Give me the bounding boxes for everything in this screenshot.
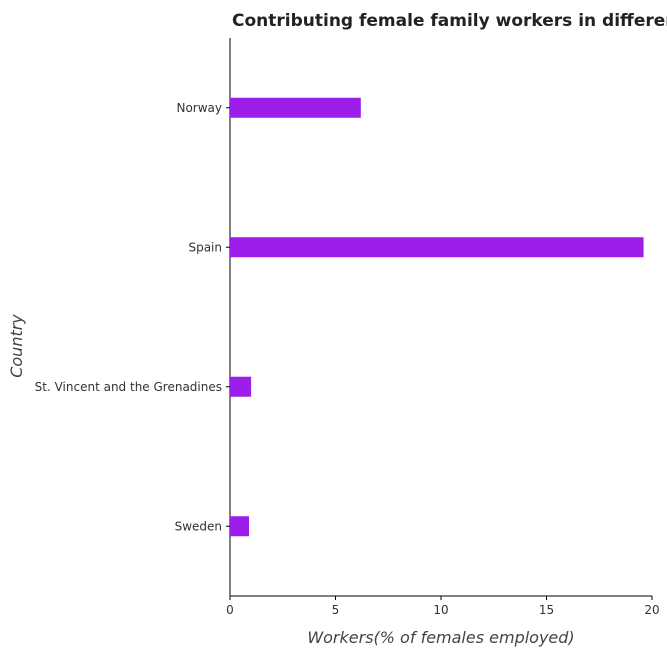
chart-title: Contributing female family workers in di… (232, 11, 667, 31)
y-ticks: Norway Spain St. Vincent and the Grenadine… (35, 101, 230, 533)
y-tick-label: St. Vincent and the Grenadines (35, 380, 222, 394)
bar-sweden (230, 516, 249, 537)
bar-st-vincent-and-the-grenadines (230, 376, 252, 397)
x-tick-label: 10 (433, 603, 448, 617)
y-axis-label: Country (7, 314, 26, 378)
y-tick-label: Spain (188, 240, 222, 254)
x-tick-label: 5 (332, 603, 340, 617)
x-tick-label: 0 (226, 603, 234, 617)
bar-norway (230, 97, 361, 118)
y-tick-label: Sweden (175, 519, 222, 533)
bars (230, 97, 644, 537)
bar-spain (230, 237, 644, 258)
x-axis-label: Workers(% of females employed) (307, 628, 574, 647)
x-tick-label: 15 (539, 603, 554, 617)
y-tick-label: Norway (176, 101, 222, 115)
x-tick-label: 20 (644, 603, 659, 617)
x-ticks: 0 5 10 15 20 (226, 596, 660, 617)
